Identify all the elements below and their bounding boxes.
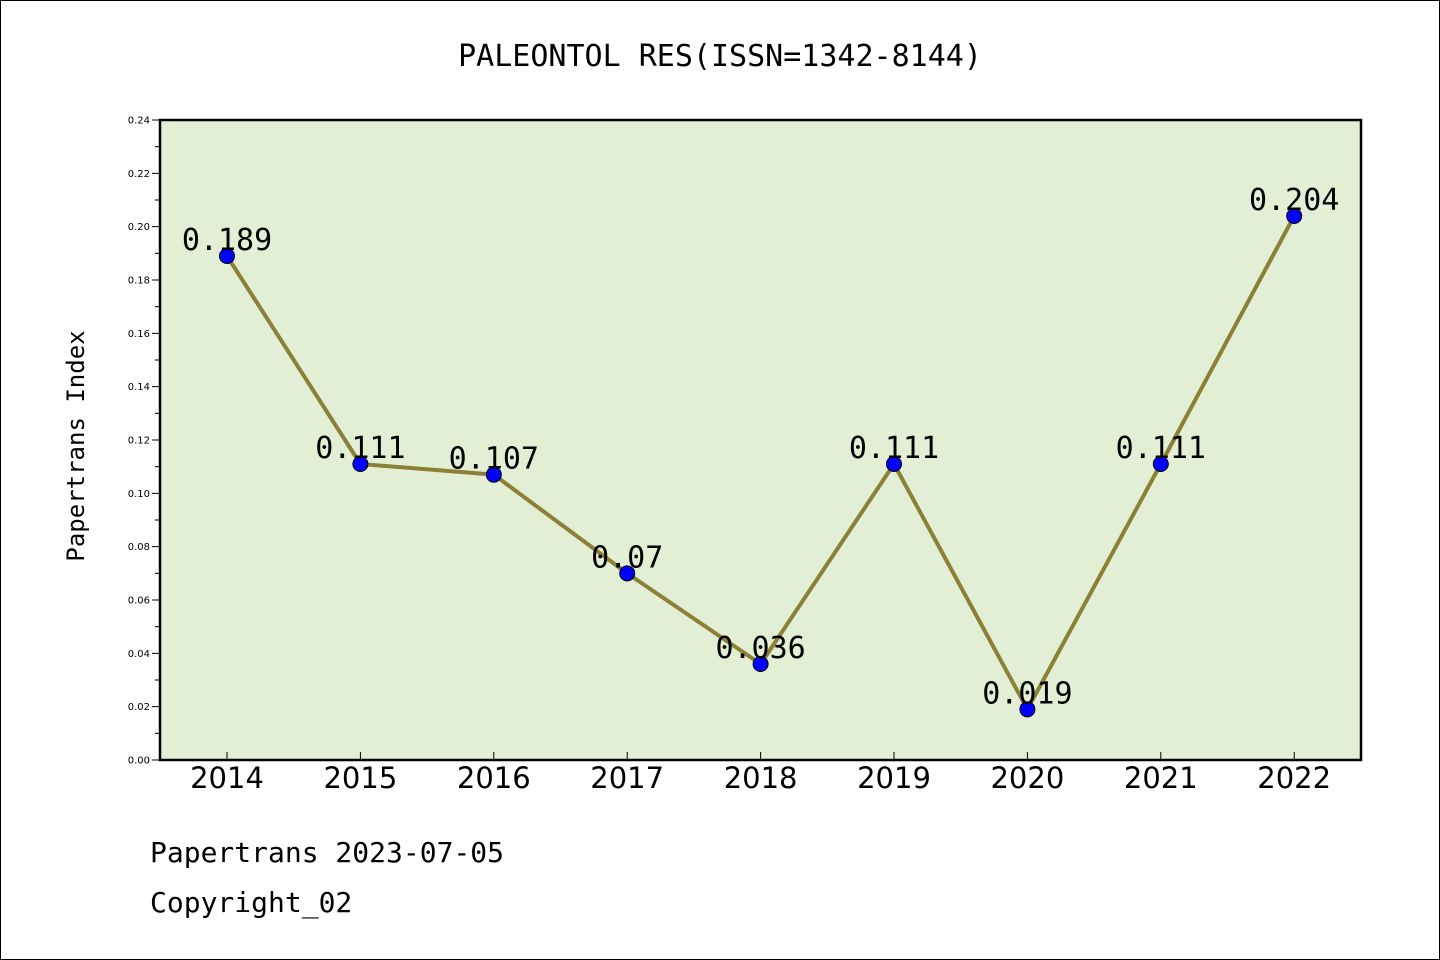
data-point: [1286, 208, 1303, 224]
y-tick-label: 0.08: [128, 542, 150, 553]
y-tick-label: 0.16: [128, 329, 150, 340]
y-tick-label: 0.18: [128, 276, 150, 287]
y-tick-label: 0.24: [128, 116, 150, 127]
x-tick-label: 2015: [323, 761, 397, 795]
chart-title: PALEONTOL RES(ISSN=1342-8144): [458, 39, 982, 74]
data-label: 0.036: [715, 631, 805, 666]
y-tick-label: 0.12: [128, 436, 150, 447]
data-label: 0.07: [591, 540, 663, 575]
data-point: [1152, 456, 1169, 472]
data-label: 0.111: [849, 431, 939, 466]
plot-border: [158, 118, 1363, 762]
y-tick-label: 0.06: [128, 596, 150, 607]
data-label: 0.019: [982, 676, 1072, 711]
plot-area: [160, 120, 1361, 760]
data-point: [352, 456, 369, 472]
data-labels: 0.189 0.111 0.107 0.07 0.036 0.111 0.019 0.111 0…: [182, 183, 1340, 711]
data-point: [886, 456, 902, 472]
data-label: 0.111: [1116, 431, 1206, 466]
data-point: [485, 466, 502, 483]
y-tick-label: 0.02: [128, 702, 150, 713]
x-tick-label: 2022: [1257, 761, 1331, 795]
x-tick-label: 2016: [457, 761, 531, 795]
x-tick-label: 2021: [1124, 761, 1198, 795]
y-axis: 0.00 0.02 0.04 0.06 0.08 0.10 0.12 0.14 0.16 0.18…: [128, 116, 160, 767]
x-tick-label: 2018: [724, 761, 798, 795]
data-point: [1019, 701, 1036, 718]
x-tick-label: 2017: [590, 761, 664, 795]
x-tick-label: 2019: [857, 761, 931, 795]
data-label: 0.111: [315, 431, 405, 466]
y-tick-label: 0.20: [128, 222, 150, 233]
data-point: [219, 248, 235, 264]
y-tick-label: 0.22: [128, 169, 150, 180]
data-point: [752, 656, 769, 672]
y-tick-label: 0.00: [128, 756, 150, 767]
footer-copyright: Copyright_02: [150, 886, 353, 919]
y-tick-label: 0.14: [128, 382, 150, 393]
x-axis: 2014 2015 2016 2017 2018 2019 2020 2021 2022: [190, 752, 1331, 795]
footer-date: Papertrans 2023-07-05: [150, 836, 505, 869]
x-tick-label: 2020: [990, 761, 1064, 795]
series-markers: [219, 208, 1303, 718]
y-tick-label: 0.04: [128, 649, 150, 660]
data-label: 0.189: [182, 223, 272, 258]
data-point: [619, 565, 636, 582]
y-axis-label: Papertrans Index: [62, 330, 90, 561]
y-tick-label: 0.10: [128, 489, 150, 500]
data-label: 0.204: [1249, 183, 1339, 218]
x-tick-label: 2014: [190, 761, 264, 795]
data-label: 0.107: [449, 442, 539, 477]
